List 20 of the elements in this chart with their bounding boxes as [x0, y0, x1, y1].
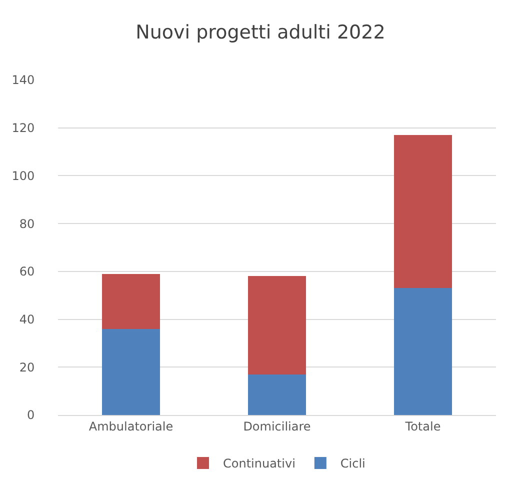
x-tick-label: Ambulatoriale: [88, 419, 174, 434]
legend-label: Cicli: [340, 456, 366, 471]
y-tick-label: 20: [19, 360, 35, 374]
legend-label: Continuativi: [223, 456, 296, 471]
y-tick-label: 40: [19, 312, 35, 326]
bar: [394, 288, 452, 415]
x-tick-label: Totale: [404, 419, 441, 434]
bar: [248, 276, 306, 374]
y-tick-label: 140: [12, 73, 35, 88]
y-tick-label: 60: [19, 264, 35, 279]
bar: [394, 135, 452, 288]
bar: [248, 374, 306, 415]
x-tick-label: Domiciliare: [243, 419, 311, 434]
chart-title: Nuovi progetti adulti 2022: [136, 21, 386, 44]
y-tick-label: 100: [12, 168, 35, 183]
y-tick-label: 80: [19, 216, 35, 231]
bar: [102, 328, 160, 415]
y-tick-label: 120: [12, 121, 35, 136]
bar: [102, 274, 160, 329]
y-tick-label: 0: [26, 408, 35, 422]
